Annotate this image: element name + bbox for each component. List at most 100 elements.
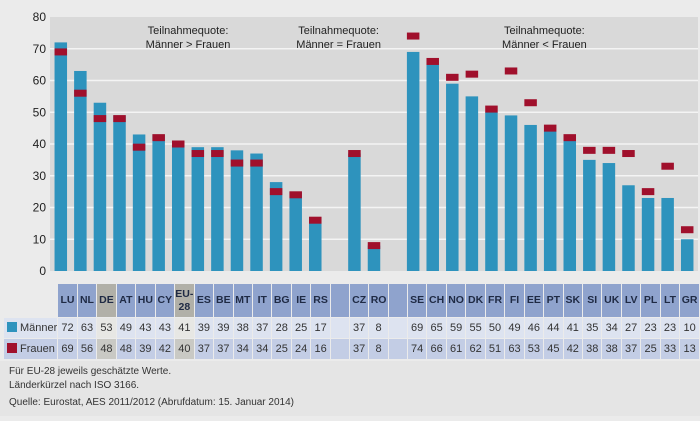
footnote-iso: Länderkürzel nach ISO 3166. — [9, 380, 140, 391]
y-tick-label: 80 — [33, 10, 47, 24]
table-cell-maenner: 65 — [427, 318, 446, 338]
bar-maenner-fi — [504, 115, 518, 271]
row-label-text: Männer — [20, 322, 58, 334]
bar-maenner-ee — [524, 124, 537, 271]
marker-frauen-bg — [269, 188, 283, 196]
marker-frauen-uk — [602, 146, 616, 154]
table-header-bg: BG — [272, 284, 291, 317]
data-table: LU NL DE AT HU CY EU- 28 ES BE MT IT BG IE RS CZ RO SE CH N… — [3, 283, 700, 360]
table-cell-maenner: 39 — [214, 318, 233, 338]
table-cell-frauen: 25 — [272, 339, 291, 359]
y-tick-label: 30 — [33, 169, 47, 183]
table-cell-maenner: 37 — [253, 318, 272, 338]
table-cell-frauen: 48 — [97, 339, 116, 359]
marker-frauen-fr — [485, 105, 498, 113]
table-cell-maenner: 28 — [272, 318, 291, 338]
y-tick-label: 40 — [33, 137, 47, 151]
table-cell-maenner: 39 — [194, 318, 214, 338]
marker-frauen-pl — [641, 188, 655, 196]
table-cell-frauen: 25 — [641, 339, 660, 359]
table-cell-maenner: 37 — [349, 318, 369, 338]
table-header-nl: NL — [77, 284, 97, 317]
table-header-spacer — [388, 284, 407, 317]
marker-frauen-eu-28 — [171, 140, 185, 148]
table-header-sk: SK — [563, 284, 583, 317]
table-cell-frauen: 13 — [680, 339, 699, 359]
table-cell-maenner: 23 — [641, 318, 660, 338]
table-cell-frauen: 16 — [311, 339, 330, 359]
table-cell-frauen: 37 — [621, 339, 641, 359]
y-tick-label: 10 — [33, 232, 47, 246]
footnote-estimate: Für EU-28 jeweils geschätzte Werte. — [9, 366, 172, 377]
table-header-lv: LV — [621, 284, 641, 317]
marker-frauen-no — [446, 73, 459, 81]
table-header-ie: IE — [291, 284, 311, 317]
bar-maenner-pt — [543, 131, 557, 271]
table-cell-frauen: 24 — [291, 339, 311, 359]
marker-frauen-at — [113, 115, 126, 123]
table-cell-maenner: 49 — [116, 318, 136, 338]
group-annotation-line2: Männer = Frauen — [296, 39, 381, 51]
bar-maenner-gr — [680, 239, 694, 271]
table-header-de: DE — [97, 284, 116, 317]
table-cell-frauen: 48 — [116, 339, 136, 359]
bar-maenner-cz — [348, 153, 361, 271]
table-cell-frauen: 53 — [524, 339, 544, 359]
table-header-es: ES — [194, 284, 214, 317]
table-cell-frauen: 37 — [194, 339, 214, 359]
table-cell-frauen: 37 — [349, 339, 369, 359]
bar-maenner-no — [446, 83, 459, 271]
row-label-maenner: Männer — [4, 318, 58, 338]
table-cell-maenner: 17 — [311, 318, 330, 338]
table-header-mt: MT — [233, 284, 253, 317]
table-cell-spacer — [330, 318, 349, 338]
bar-maenner-sk — [563, 140, 577, 271]
bar-maenner-pl — [641, 197, 655, 271]
table-header-pt: PT — [544, 284, 563, 317]
table-header-eu-28: EU- 28 — [175, 284, 194, 317]
table-cell-maenner: 63 — [77, 318, 97, 338]
table-cell-maenner: 72 — [58, 318, 77, 338]
marker-frauen-lu — [54, 48, 68, 56]
bar-maenner-uk — [602, 163, 616, 271]
bar-maenner-es — [191, 147, 205, 271]
table-cell-maenner: 41 — [175, 318, 194, 338]
table-cell-maenner: 35 — [583, 318, 602, 338]
table-header-si: SI — [583, 284, 602, 317]
table-header-be: BE — [214, 284, 233, 317]
chart: 0 10 20 30 40 50 60 70 80 Teilnahmequote: Männer >… — [33, 10, 698, 278]
bar-maenner-ie — [289, 191, 302, 271]
table-header-ee: EE — [524, 284, 544, 317]
marker-frauen-ee — [524, 99, 537, 107]
y-tick-label: 70 — [33, 42, 47, 56]
table-header-it: IT — [253, 284, 272, 317]
marker-frauen-es — [191, 150, 205, 158]
table-cell-maenner: 8 — [369, 318, 388, 338]
bar-maenner-se — [406, 51, 420, 271]
table-cell-maenner: 23 — [660, 318, 680, 338]
marker-frauen-ie — [289, 191, 302, 199]
y-tick-label: 50 — [33, 105, 47, 119]
table-cell-spacer — [388, 318, 407, 338]
legend-swatch-maenner — [7, 322, 17, 332]
table-cell-frauen: 63 — [505, 339, 524, 359]
marker-frauen-mt — [230, 159, 244, 167]
table-cell-frauen: 74 — [407, 339, 427, 359]
table-header-no: NO — [446, 284, 466, 317]
table-row-maenner: Männer 72 63 53 49 43 43 41 39 39 38 37 28 25 17 37 8 69… — [4, 318, 699, 338]
table-cell-maenner: 43 — [155, 318, 175, 338]
marker-frauen-hu — [132, 143, 146, 151]
bar-maenner-ro — [367, 245, 381, 271]
marker-frauen-pt — [543, 124, 557, 132]
table-cell-maenner: 50 — [485, 318, 505, 338]
footer: Für EU-28 jeweils geschätzte Werte. Länd… — [0, 361, 700, 416]
marker-frauen-it — [250, 159, 263, 167]
table-cell-frauen: 38 — [583, 339, 602, 359]
row-label-text: Frauen — [20, 343, 55, 355]
table-cell-frauen: 51 — [485, 339, 505, 359]
table-header-fr: FR — [485, 284, 505, 317]
y-tick-label: 20 — [33, 201, 47, 215]
table-cell-frauen: 39 — [136, 339, 155, 359]
table-cell-maenner: 55 — [466, 318, 485, 338]
table-cell-maenner: 69 — [407, 318, 427, 338]
